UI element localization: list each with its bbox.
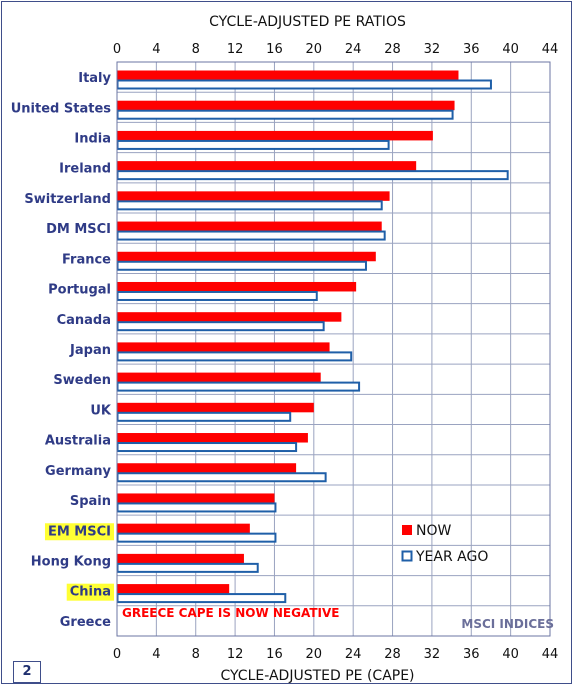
category-label: Japan <box>69 343 111 358</box>
greece-annotation: GREECE CAPE IS NOW NEGATIVE <box>122 606 339 620</box>
top-tick-label: 12 <box>227 42 244 57</box>
bottom-tick-label: 44 <box>542 647 559 662</box>
bar-year-ago <box>116 170 509 181</box>
category-label: Canada <box>57 313 111 328</box>
category-label: France <box>62 252 111 267</box>
category-label: Hong Kong <box>31 554 111 569</box>
source-annotation: MSCI INDICES <box>461 617 554 631</box>
category-label: Switzerland <box>24 192 111 207</box>
legend-swatch-now <box>402 525 412 535</box>
page-number: 2 <box>13 661 41 683</box>
bar-year-ago <box>116 321 325 332</box>
bar-year-ago <box>116 230 386 241</box>
bottom-tick-label: 0 <box>113 647 121 662</box>
bar-year-ago <box>116 442 298 453</box>
bar-year-ago <box>116 290 318 301</box>
bar-year-ago <box>116 472 327 483</box>
bar-now <box>117 553 244 564</box>
top-tick-label: 24 <box>345 42 362 57</box>
bar-now <box>117 130 433 141</box>
bar-now <box>117 251 376 262</box>
bottom-tick-label: 4 <box>152 647 160 662</box>
legend-label-year-ago: YEAR AGO <box>415 549 488 565</box>
bar-now <box>117 342 330 352</box>
bar-now <box>117 221 382 232</box>
top-tick-label: 8 <box>192 42 200 57</box>
bottom-tick-label: 40 <box>502 647 519 662</box>
bar-year-ago <box>116 502 277 513</box>
top-tick-label: 4 <box>152 42 160 57</box>
bar-year-ago <box>116 351 353 362</box>
bar-now <box>117 584 230 594</box>
top-tick-label: 40 <box>502 42 519 57</box>
bar-now <box>117 191 390 201</box>
category-label: EM MSCI <box>48 524 111 539</box>
bar-now <box>117 402 314 413</box>
bar-now <box>117 100 455 111</box>
top-tick-label: 20 <box>306 42 323 57</box>
bar-year-ago <box>116 411 292 422</box>
bar-now <box>117 433 308 443</box>
bar-now <box>117 161 417 171</box>
bar-year-ago <box>116 200 383 211</box>
bottom-tick-label: 12 <box>227 647 244 662</box>
chart-title: CYCLE-ADJUSTED PE RATIOS <box>209 14 406 30</box>
category-label: United States <box>11 101 112 116</box>
bottom-tick-label: 36 <box>463 647 480 662</box>
category-label: UK <box>90 403 112 418</box>
plot-border <box>116 61 551 637</box>
category-label: Portugal <box>48 283 111 298</box>
bar-now <box>117 70 459 80</box>
bottom-tick-label: 8 <box>192 647 200 662</box>
bar-now <box>117 281 357 292</box>
bottom-tick-label: 28 <box>384 647 401 662</box>
category-label: Italy <box>78 71 111 86</box>
bottom-tick-label: 20 <box>306 647 323 662</box>
bar-year-ago <box>116 109 454 120</box>
bar-year-ago <box>116 79 492 90</box>
category-highlight <box>66 583 114 601</box>
bar-now <box>117 493 275 503</box>
legend-label-now: NOW <box>416 523 451 539</box>
bar-now <box>117 312 342 322</box>
category-label: Greece <box>60 615 111 630</box>
bottom-tick-label: 32 <box>424 647 441 662</box>
category-label: Ireland <box>59 162 111 177</box>
x-axis-label: CYCLE-ADJUSTED PE (CAPE) <box>220 668 414 684</box>
bar-now <box>117 372 321 383</box>
category-label: Sweden <box>53 373 111 388</box>
top-tick-labels: 0 4 8 12 16 20 24 28 32 36 40 44 <box>113 42 558 57</box>
bar-now <box>117 523 250 534</box>
bottom-tick-labels: 0 4 8 12 16 20 24 28 32 36 40 44 <box>113 647 558 662</box>
top-tick-label: 0 <box>113 42 121 57</box>
legend-swatch-year-ago <box>401 550 413 562</box>
bar-year-ago <box>116 593 287 604</box>
top-tick-label: 28 <box>384 42 401 57</box>
bar-year-ago <box>116 381 361 392</box>
category-labels: Italy United States India Ireland Switzerlan… <box>11 71 114 630</box>
bar-now <box>117 463 297 473</box>
category-label: Germany <box>45 464 111 479</box>
category-label: Spain <box>70 494 111 509</box>
category-label: Australia <box>45 434 111 449</box>
category-highlight <box>44 523 114 541</box>
top-tick-label: 36 <box>463 42 480 57</box>
bottom-tick-label: 16 <box>266 647 283 662</box>
bottom-tick-label: 24 <box>345 647 362 662</box>
top-tick-label: 44 <box>542 42 559 57</box>
bar-year-ago <box>116 532 277 543</box>
top-tick-label: 32 <box>424 42 441 57</box>
bar-year-ago <box>116 562 259 573</box>
category-label: DM MSCI <box>46 222 111 237</box>
top-tick-label: 16 <box>266 42 283 57</box>
bar-year-ago <box>116 139 390 150</box>
category-label: China <box>70 585 111 600</box>
legend: NOW YEAR AGO <box>401 523 488 565</box>
category-label: India <box>74 132 111 147</box>
bar-year-ago <box>116 260 367 271</box>
